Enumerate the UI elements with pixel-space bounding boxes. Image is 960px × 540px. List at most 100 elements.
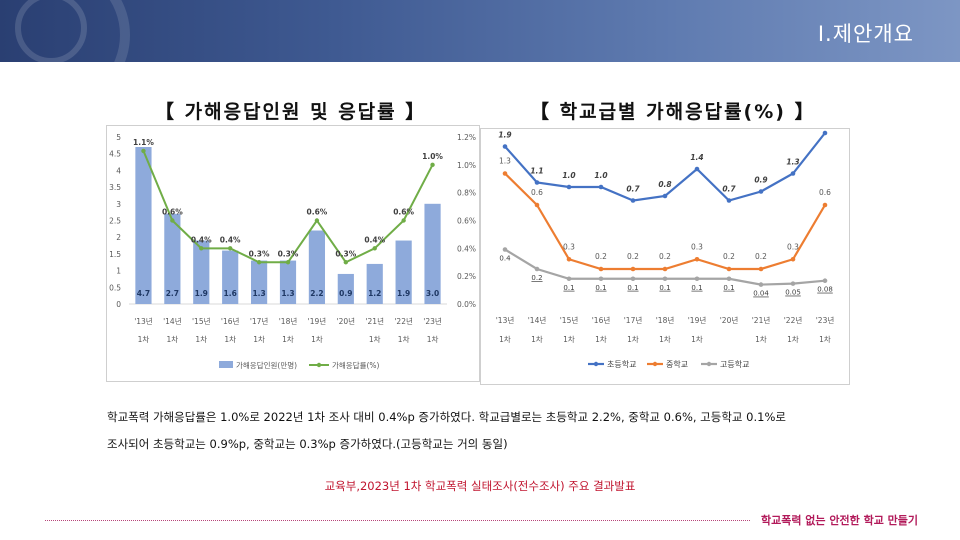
- rate-line: [142, 150, 434, 264]
- y-left-tick-label: 2.5: [109, 217, 121, 226]
- elementary-value-label: 0.9: [754, 176, 767, 185]
- middle-point: [502, 171, 508, 176]
- bar-value-label: 1.2: [368, 289, 381, 298]
- bar-value-label: 4.7: [137, 289, 150, 298]
- y-right-tick-label: 0.2%: [457, 272, 476, 281]
- rate-point: [285, 260, 291, 265]
- elementary-point: [502, 144, 508, 149]
- y-right-tick-label: 0.0%: [457, 300, 476, 309]
- middle-value-label: 0.2: [755, 252, 767, 261]
- rate-point: [401, 218, 406, 223]
- x-tick-label: '22년: [784, 315, 803, 325]
- legend-label: 가해응답인원(만명): [236, 360, 297, 370]
- legend-line-marker: [652, 361, 658, 367]
- rate-value-label: 0.6%: [162, 208, 183, 217]
- rate-value-label: 1.0%: [422, 152, 443, 161]
- x-tick-label: '16년: [221, 316, 240, 326]
- bar: [279, 260, 297, 304]
- legend-label: 가해응답률(%): [332, 360, 380, 370]
- x-tick-label: '17년: [250, 316, 269, 326]
- high-point: [694, 276, 700, 282]
- bar-value-label: 1.9: [397, 289, 410, 298]
- rate-value-label: 0.3%: [278, 249, 299, 258]
- high-point: [662, 276, 668, 282]
- elementary-value-label: 1.0: [594, 171, 607, 180]
- x-tick-label: '14년: [528, 315, 547, 325]
- rate-value-label: 0.6%: [307, 208, 328, 217]
- middle-value-label: 0.6: [819, 188, 831, 197]
- x-tick-label: '22년: [394, 316, 413, 326]
- bar-value-label: 3.0: [426, 289, 439, 298]
- x-tick-label: '19년: [308, 316, 327, 326]
- x-tick-label: 1차: [659, 335, 671, 344]
- bar: [222, 250, 239, 304]
- rate-value-label: 0.6%: [393, 208, 414, 217]
- middle-point: [758, 266, 764, 272]
- header-decoration: [0, 0, 130, 62]
- high-point: [822, 278, 828, 283]
- x-tick-label: '15년: [192, 316, 211, 326]
- elementary-value-label: 1.9: [498, 131, 511, 140]
- y-right-tick-label: 0.8%: [457, 189, 476, 198]
- elementary-value-label: 0.7: [722, 185, 736, 194]
- footer-divider: [45, 520, 750, 521]
- rate-point: [256, 260, 262, 265]
- bar-value-label: 1.9: [195, 289, 208, 298]
- elementary-point: [534, 180, 540, 185]
- bar: [164, 213, 181, 304]
- middle-point: [630, 266, 636, 272]
- legend-label: 초등학교: [607, 359, 636, 369]
- rate-value-label: 0.3%: [249, 249, 270, 258]
- x-tick-label: 1차: [398, 335, 410, 344]
- header-banner: Ⅰ.제안개요: [0, 0, 960, 62]
- high-point: [534, 266, 540, 272]
- right-chart-title: 【 학교급별 가해응답률(%) 】: [530, 101, 816, 123]
- elementary-point: [662, 193, 668, 199]
- rate-point: [430, 162, 435, 168]
- x-tick-label: 1차: [282, 335, 294, 344]
- elementary-point: [790, 171, 796, 176]
- x-tick-label: '18년: [656, 315, 675, 325]
- legend-line-marker: [593, 361, 599, 367]
- high-point: [630, 276, 636, 282]
- middle-point: [790, 256, 796, 262]
- rate-point: [170, 218, 175, 223]
- y-right-tick-label: 0.6%: [457, 217, 476, 226]
- x-tick-label: '23년: [423, 316, 442, 326]
- respondents-chart: 0 0.5 1 1.5 2 2.5 3 3.5 4 4.5 5 0.0% 0.2% 0.4% 0.6% 0.8…: [109, 133, 476, 370]
- middle-value-label: 0.6: [531, 188, 543, 197]
- legend-label: 고등학교: [720, 359, 749, 369]
- header-decoration-inner: [15, 0, 87, 62]
- x-tick-label: 1차: [369, 335, 381, 344]
- x-tick-label: 1차: [595, 335, 607, 344]
- middle-point: [694, 256, 700, 262]
- x-tick-label: 1차: [253, 335, 265, 344]
- bar-value-label: 2.7: [166, 289, 179, 298]
- bar: [135, 147, 152, 304]
- elementary-value-label: 1.3: [786, 158, 799, 167]
- x-tick-label: 1차: [195, 335, 207, 344]
- x-tick-label: 1차: [138, 335, 150, 344]
- rate-point: [372, 246, 377, 251]
- high-point: [598, 276, 604, 282]
- high-point: [758, 282, 764, 287]
- x-tick-label: 1차: [691, 335, 703, 344]
- rate-value-label: 1.1%: [133, 138, 154, 147]
- elementary-value-label: 1.0: [562, 171, 575, 180]
- high-value-label: 0.4: [499, 255, 511, 263]
- bar: [308, 230, 326, 304]
- x-tick-label: 1차: [167, 335, 179, 344]
- high-point: [566, 276, 572, 282]
- bar: [424, 203, 441, 304]
- high-point: [502, 247, 508, 252]
- middle-point: [822, 202, 828, 208]
- rate-point: [227, 246, 233, 251]
- bar: [337, 273, 354, 304]
- rate-point: [314, 218, 320, 223]
- y-left-tick-label: 2: [116, 233, 121, 242]
- high-value-label: 0.1: [659, 284, 670, 292]
- elementary-point: [758, 189, 764, 194]
- legend-line-marker: [316, 362, 322, 368]
- middle-point: [534, 202, 540, 208]
- section-title: Ⅰ.제안개요: [817, 22, 914, 46]
